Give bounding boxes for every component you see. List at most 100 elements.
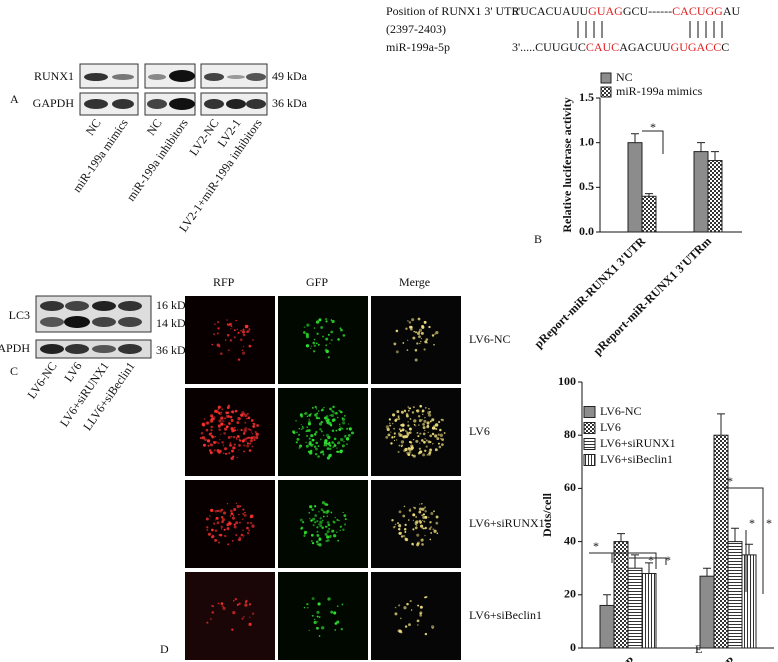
dot — [244, 421, 247, 424]
dot — [238, 443, 241, 447]
dot — [247, 436, 251, 440]
dot — [418, 510, 422, 514]
protein-label: GAPDH — [0, 341, 30, 355]
dot — [235, 319, 237, 322]
dot — [422, 515, 426, 520]
dot — [430, 512, 434, 516]
dot — [244, 413, 248, 418]
dot — [417, 335, 421, 339]
dot — [404, 537, 409, 542]
dot — [225, 411, 229, 415]
y-axis-label: Dots/cell — [540, 492, 554, 537]
bar — [613, 541, 629, 649]
dot — [317, 343, 320, 346]
dot — [250, 514, 254, 518]
dot — [330, 319, 333, 321]
dot — [443, 432, 446, 434]
dot — [220, 352, 223, 355]
dot — [435, 515, 439, 519]
dot — [325, 337, 329, 341]
significance: * — [665, 553, 671, 567]
dot — [236, 328, 238, 331]
dot — [233, 523, 236, 526]
dot — [210, 432, 213, 434]
dot — [346, 427, 349, 430]
dot — [326, 521, 330, 524]
dot — [419, 524, 424, 528]
dot — [199, 436, 203, 440]
dot — [241, 351, 246, 355]
dot — [409, 407, 412, 410]
dot — [246, 531, 250, 535]
dot — [242, 536, 245, 538]
dot — [214, 519, 216, 521]
size-label: 36 kDa — [156, 343, 192, 357]
dot — [422, 413, 424, 416]
significance: * — [650, 120, 656, 134]
micrograph — [278, 296, 368, 384]
dot — [332, 410, 335, 413]
dot — [236, 603, 239, 606]
dot — [307, 429, 311, 432]
dot — [324, 532, 328, 536]
dot — [313, 350, 316, 353]
position-label: Position of RUNX1 3' UTR — [386, 4, 520, 18]
micrograph — [278, 388, 368, 476]
dot — [209, 419, 211, 421]
dot — [318, 422, 323, 426]
dot — [230, 456, 234, 461]
dot — [413, 423, 416, 426]
dot — [385, 425, 390, 429]
dot — [342, 334, 346, 337]
dot — [320, 626, 325, 630]
dot — [408, 450, 412, 454]
dot — [411, 318, 415, 322]
dot — [391, 422, 394, 425]
dot — [226, 319, 228, 321]
dot — [328, 421, 332, 426]
dot — [245, 437, 248, 440]
dot — [211, 611, 215, 614]
bar — [627, 142, 643, 233]
dot — [439, 428, 442, 432]
dot — [423, 419, 427, 423]
dot — [333, 412, 335, 414]
dot — [304, 533, 306, 535]
x-tick-label: pReport-miR-RUNX1 3'UTR — [531, 234, 648, 351]
dot — [223, 427, 228, 431]
dot — [305, 444, 309, 448]
dot — [223, 511, 227, 515]
dot — [216, 321, 220, 324]
dot — [251, 445, 254, 448]
dot — [398, 532, 401, 535]
sequence-segment: AGACUU — [619, 40, 671, 54]
dot — [424, 437, 426, 440]
sequence-segment: 5'UCACUAUU — [512, 4, 589, 18]
dot — [251, 433, 253, 435]
dot — [211, 535, 214, 539]
dot — [407, 421, 409, 423]
dot — [322, 335, 324, 338]
dot — [251, 524, 255, 528]
dot — [339, 427, 343, 430]
dot — [342, 440, 345, 443]
dot — [415, 515, 418, 518]
dot — [422, 538, 424, 540]
dot — [411, 454, 414, 456]
mirna-sequence: 3'.....CUUGUCCAUCAGACUUGUGACCC — [512, 40, 729, 54]
legend-label: LV6 — [600, 420, 621, 434]
dot — [326, 535, 330, 539]
dot — [301, 425, 304, 428]
dot — [217, 408, 220, 411]
dot — [393, 435, 396, 438]
dot — [421, 519, 424, 522]
dot — [343, 414, 346, 417]
dot — [332, 405, 335, 409]
dot — [428, 527, 432, 530]
dot — [337, 539, 340, 542]
dot — [245, 599, 248, 603]
legend-swatch — [583, 454, 596, 466]
channel-label: GFP — [306, 275, 328, 289]
dot — [224, 417, 227, 420]
